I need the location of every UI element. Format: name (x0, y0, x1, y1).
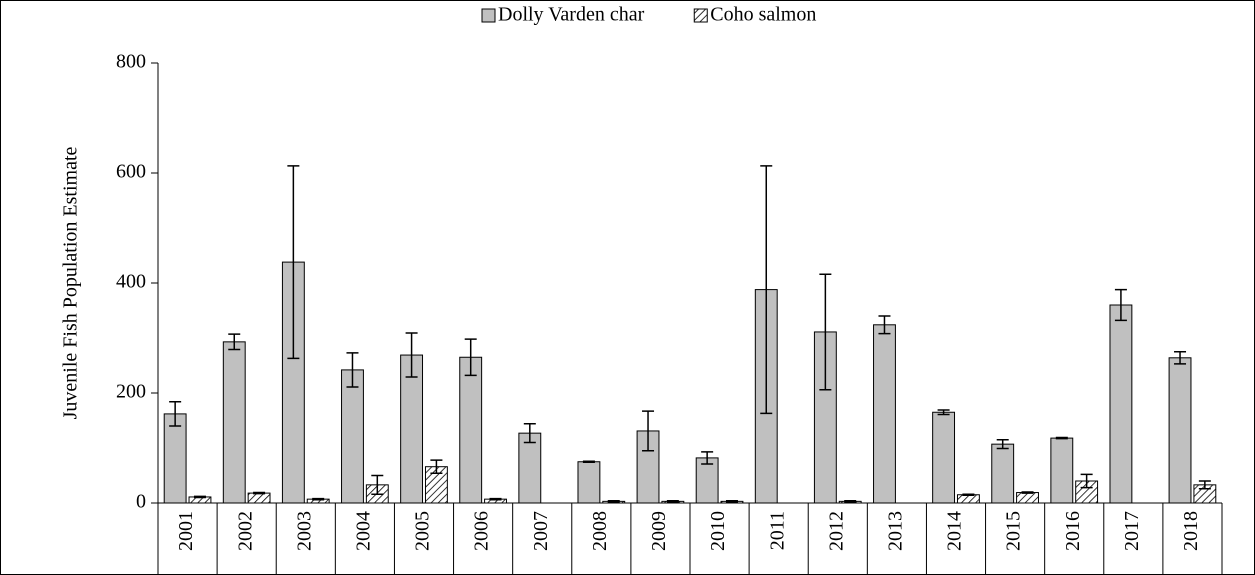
error-bar (169, 401, 182, 427)
error-bar (760, 165, 773, 415)
error-bar (844, 500, 857, 503)
bar (459, 356, 483, 504)
bar (341, 369, 364, 504)
error-bar (346, 352, 359, 388)
bar (577, 461, 601, 504)
error-bar (1055, 436, 1068, 440)
x-tick-label: 2016 (1062, 511, 1084, 551)
bar (163, 413, 187, 504)
y-tick-label: 200 (116, 381, 146, 403)
error-bar (819, 273, 832, 391)
x-tick-label: 2010 (707, 511, 729, 551)
error-bar (607, 500, 620, 503)
error-bar (287, 165, 300, 360)
error-bar (523, 423, 536, 444)
y-tick-label: 800 (116, 51, 146, 73)
error-bar (642, 410, 655, 452)
legend-swatch (481, 8, 496, 23)
y-tick-label: 400 (116, 271, 146, 293)
x-tick-label: 2018 (1180, 511, 1202, 551)
x-tick-label: 2004 (352, 511, 374, 551)
error-bar (430, 459, 443, 475)
x-tick-label: 2009 (648, 511, 670, 551)
x-tick-label: 2014 (944, 511, 966, 551)
x-tick-label: 2002 (234, 511, 256, 551)
error-bar (996, 439, 1009, 450)
x-tick-label: 2017 (1121, 511, 1143, 551)
error-bar (582, 460, 595, 464)
bar (873, 324, 896, 504)
error-bar (464, 338, 477, 377)
x-tick-label: 2011 (766, 511, 788, 550)
bar (1050, 437, 1074, 504)
bar (1109, 304, 1133, 504)
bar (247, 492, 271, 504)
error-bar (253, 491, 266, 495)
bar (518, 432, 542, 504)
y-tick-label: 600 (116, 161, 146, 183)
error-bar (878, 315, 891, 335)
bar (1168, 357, 1192, 504)
error-bar (937, 409, 950, 416)
error-bar (405, 332, 418, 378)
error-bar (371, 474, 384, 495)
y-tick-label: 0 (136, 491, 146, 513)
error-bar (1174, 351, 1187, 365)
x-tick-label: 2003 (293, 511, 315, 551)
error-bar (725, 500, 738, 503)
bar (222, 341, 246, 504)
x-tick-label: 2013 (884, 511, 906, 551)
error-bar (489, 497, 502, 501)
error-bar (1198, 480, 1211, 490)
error-bar (1080, 473, 1093, 489)
error-bar (228, 333, 241, 351)
error-bar (193, 495, 206, 499)
error-bar (1114, 288, 1127, 322)
x-tick-label: 2008 (589, 511, 611, 551)
legend-label: Coho salmon (710, 4, 816, 26)
error-bar (962, 493, 975, 497)
x-tick-label: 2007 (530, 511, 552, 551)
y-axis-label: Juvenile Fish Population Estimate (60, 146, 82, 419)
x-tick-label: 2005 (412, 511, 434, 551)
x-tick-label: 2001 (175, 511, 197, 551)
error-bar (312, 497, 325, 501)
bar (991, 443, 1015, 504)
legend-swatch (693, 8, 708, 23)
x-tick-label: 2015 (1003, 511, 1025, 551)
bar (1016, 492, 1039, 504)
legend-label: Dolly Varden char (498, 4, 645, 26)
error-bar (1021, 491, 1034, 494)
bar (932, 411, 956, 504)
error-bar (701, 451, 714, 465)
x-tick-label: 2012 (825, 511, 847, 551)
x-tick-label: 2006 (471, 511, 493, 551)
error-bar (666, 500, 679, 503)
